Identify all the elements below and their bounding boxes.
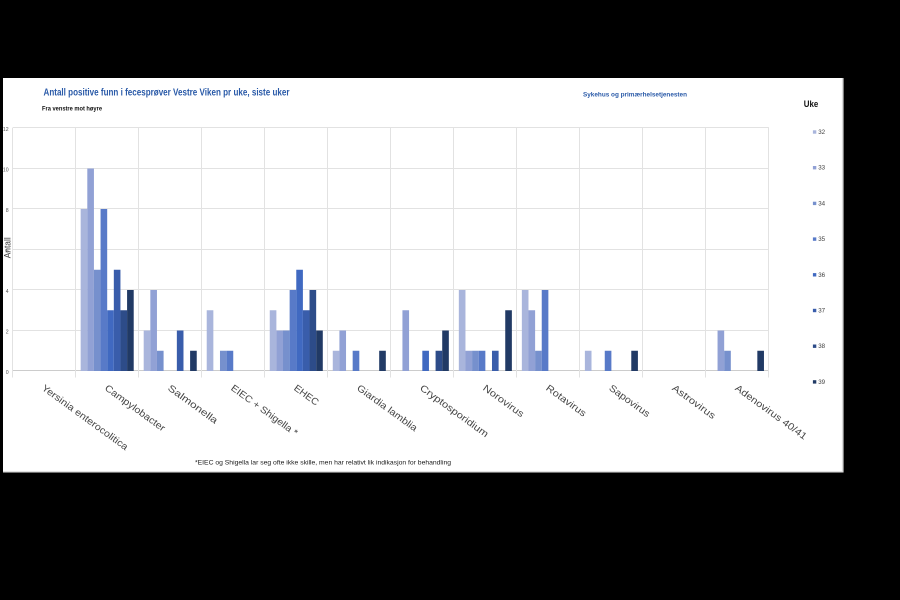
svg-text:Uke: Uke (804, 99, 819, 109)
svg-text:12: 12 (3, 127, 9, 133)
svg-text:35: 35 (818, 236, 825, 243)
svg-text:37: 37 (818, 308, 825, 315)
svg-text:36: 36 (818, 272, 825, 279)
svg-text:32: 32 (818, 129, 825, 136)
svg-text:33: 33 (818, 165, 825, 172)
svg-text:8: 8 (6, 208, 9, 214)
svg-text:2: 2 (6, 330, 9, 336)
svg-text:Fra venstre mot høyre: Fra venstre mot høyre (42, 106, 103, 113)
svg-text:0: 0 (6, 370, 9, 376)
svg-text:Sykehus og primærhelsetjeneste: Sykehus og primærhelsetjenesten (583, 91, 687, 98)
svg-text:*EIEC og Shigella lar seg ofte: *EIEC og Shigella lar seg ofte ikke skil… (195, 459, 451, 466)
svg-text:Antall positive funn i fecespr: Antall positive funn i fecesprøver Vestr… (44, 88, 290, 99)
svg-text:10: 10 (3, 168, 9, 174)
svg-text:39: 39 (818, 379, 825, 386)
svg-text:6: 6 (6, 249, 9, 255)
svg-text:Antall: Antall (2, 237, 12, 258)
svg-text:4: 4 (6, 289, 9, 295)
svg-text:38: 38 (818, 343, 825, 350)
svg-text:34: 34 (818, 200, 825, 207)
